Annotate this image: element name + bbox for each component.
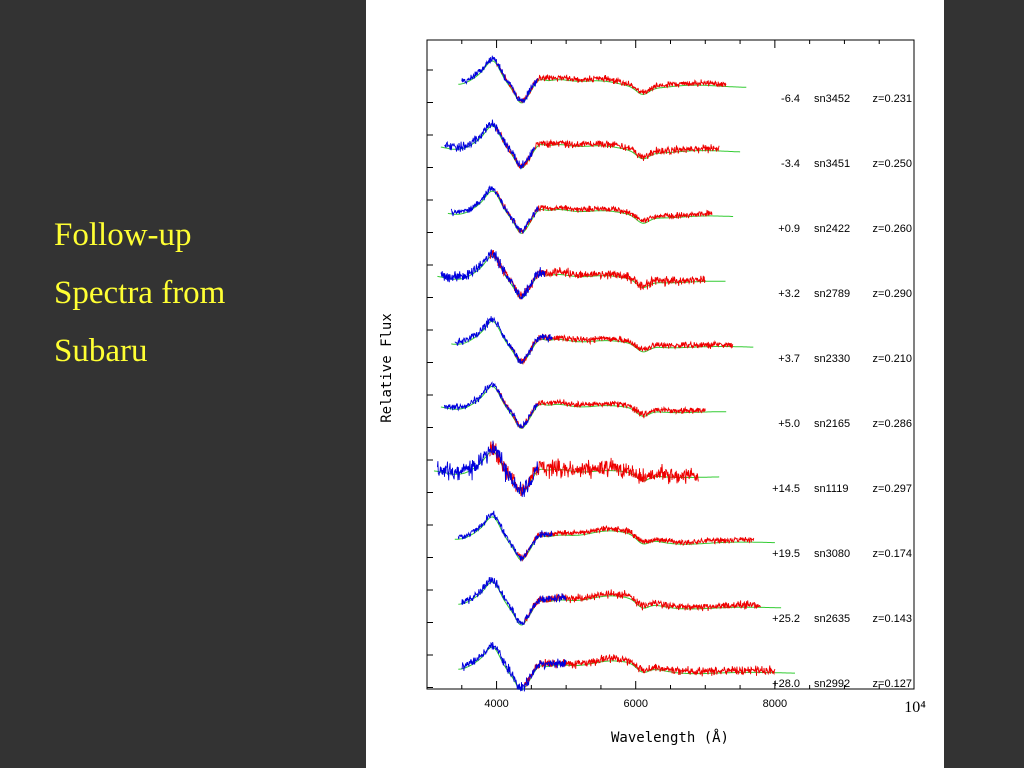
spectrum-phase-label: -6.4 xyxy=(781,93,800,105)
blue-arm-line xyxy=(443,381,539,429)
spectrum-redshift-label: z=0.286 xyxy=(873,418,912,430)
spectrum-name-label: sn2789 xyxy=(814,288,850,300)
spectrum-sn3451 xyxy=(440,119,741,170)
blue-arm-line xyxy=(461,641,567,692)
spectrum-redshift-label: z=0.174 xyxy=(873,548,912,560)
spectrum-name-label: sn2422 xyxy=(814,223,850,235)
spectrum-redshift-label: z=0.127 xyxy=(873,678,912,690)
spectrum-phase-label: +3.2 xyxy=(778,288,800,300)
spectrum-name-label: sn3452 xyxy=(814,93,850,105)
red-arm-line xyxy=(510,333,734,365)
spectrum-redshift-label: z=0.143 xyxy=(873,613,912,625)
labels-layer: -6.4 sn3452 z=0.231 -3.4 sn3451 z=0.250 +0.9 sn… xyxy=(772,93,912,690)
spectrum-name-label: sn3080 xyxy=(814,548,850,560)
spectrum-phase-label: -3.4 xyxy=(781,158,800,170)
title-line-2: Spectra from xyxy=(54,275,226,311)
slide-title: Follow-up Spectra from Subaru xyxy=(54,206,225,380)
spectrum-redshift-label: z=0.290 xyxy=(873,288,912,300)
spectra-chart: 4000 6000 8000 -6.4 sn3452 z=0.231 -3.4 sn3451… xyxy=(379,39,926,746)
blue-arm-line xyxy=(457,510,553,562)
red-arm-line xyxy=(489,249,706,300)
spectrum-sn1119 xyxy=(433,440,720,498)
left-panel: Follow-up Spectra from Subaru xyxy=(0,0,366,768)
ticks-layer: 4000 6000 8000 xyxy=(426,40,915,710)
spectrum-phase-label: +25.2 xyxy=(772,613,800,625)
spectrum-phase-label: +3.7 xyxy=(778,353,800,365)
spectrum-sn2789 xyxy=(437,249,726,300)
spectrum-sn3452 xyxy=(458,55,747,104)
right-panel xyxy=(944,0,1024,768)
spectrum-phase-label: +19.5 xyxy=(772,548,800,560)
red-arm-line xyxy=(496,190,713,234)
spectrum-sn3080 xyxy=(454,510,775,562)
y-axis-label: Relative Flux xyxy=(379,313,395,423)
spectrum-name-label: sn2165 xyxy=(814,418,850,430)
spectrum-redshift-label: z=0.231 xyxy=(873,93,912,105)
spectrum-name-label: sn2992 xyxy=(814,678,850,690)
spectrum-redshift-label: z=0.260 xyxy=(873,223,912,235)
x-tick-label: 8000 xyxy=(763,698,787,710)
spectrum-sn2330 xyxy=(451,316,754,365)
spectrum-name-label: sn2635 xyxy=(814,613,850,625)
spectrum-sn2165 xyxy=(440,381,727,430)
spectra-layer xyxy=(433,55,795,692)
x-axis-label: Wavelength (Å) xyxy=(611,729,729,746)
spectrum-sn2635 xyxy=(458,577,782,626)
blue-arm-line xyxy=(444,119,536,170)
spectra-figure: 4000 6000 8000 -6.4 sn3452 z=0.231 -3.4 sn3451… xyxy=(366,0,944,768)
x-tick-label: 4000 xyxy=(484,698,508,710)
x-tick-label: 6000 xyxy=(623,698,647,710)
red-arm-line xyxy=(523,589,761,624)
spectrum-phase-label: +28.0 xyxy=(772,678,800,690)
spectrum-name-label: sn1119 xyxy=(814,483,848,495)
blue-arm-line xyxy=(461,55,539,104)
blue-arm-line xyxy=(454,316,553,365)
spectrum-name-label: sn3451 xyxy=(814,158,850,170)
red-arm-line xyxy=(523,654,776,687)
spectrum-phase-label: +14.5 xyxy=(772,483,800,495)
x-multiplier-label: 10⁴ xyxy=(904,699,926,716)
spectrum-redshift-label: z=0.210 xyxy=(873,353,912,365)
blue-arm-line xyxy=(440,249,546,300)
template-line xyxy=(458,60,747,104)
template-line xyxy=(458,581,782,626)
spectrum-phase-label: +0.9 xyxy=(778,223,800,235)
spectrum-redshift-label: z=0.250 xyxy=(873,158,912,170)
blue-arm-line xyxy=(436,440,539,498)
spectrum-name-label: sn2330 xyxy=(814,353,850,365)
red-arm-line xyxy=(496,127,720,169)
spectrum-phase-label: +5.0 xyxy=(778,418,800,430)
blue-arm-line xyxy=(450,185,539,234)
title-line-3: Subaru xyxy=(54,333,148,369)
title-line-1: Follow-up xyxy=(54,217,192,253)
template-line xyxy=(447,190,734,234)
red-arm-line xyxy=(516,525,755,562)
spectrum-sn2992 xyxy=(458,641,795,692)
spectrum-redshift-label: z=0.297 xyxy=(873,483,912,495)
spectrum-sn2422 xyxy=(447,185,734,234)
template-line xyxy=(454,516,775,561)
blue-arm-line xyxy=(461,577,567,626)
